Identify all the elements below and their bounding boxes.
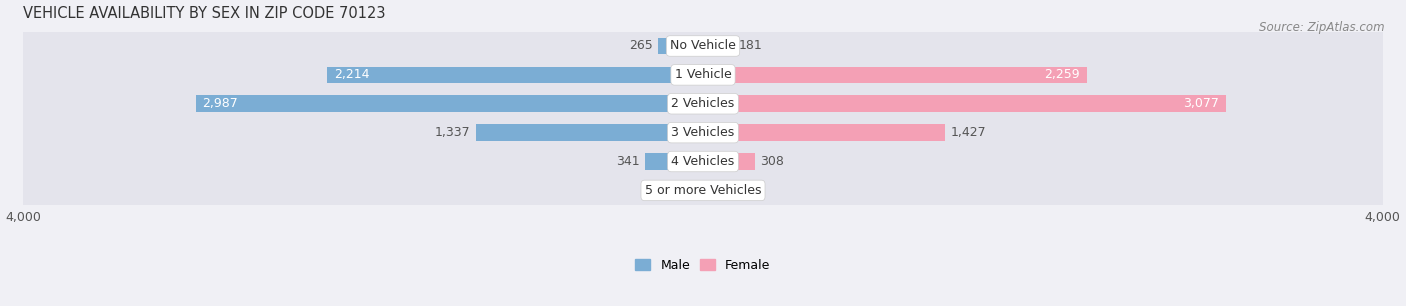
Text: 2,987: 2,987 (202, 97, 238, 110)
Bar (703, 124, 945, 141)
Text: VEHICLE AVAILABILITY BY SEX IN ZIP CODE 70123: VEHICLE AVAILABILITY BY SEX IN ZIP CODE … (24, 6, 387, 21)
Text: 308: 308 (761, 155, 785, 168)
Legend: Male, Female: Male, Female (630, 254, 776, 277)
Text: 3,077: 3,077 (1182, 97, 1219, 110)
Text: No Vehicle: No Vehicle (671, 39, 735, 53)
Bar (326, 66, 703, 83)
Text: 2,214: 2,214 (333, 68, 370, 81)
Bar (702, 182, 703, 199)
Bar (195, 95, 703, 112)
Bar (24, 176, 1382, 205)
Bar (703, 153, 755, 170)
Bar (703, 182, 704, 199)
Bar (703, 38, 734, 54)
Text: 341: 341 (616, 155, 640, 168)
Bar (24, 147, 1382, 176)
Text: 1,337: 1,337 (434, 126, 471, 139)
Bar (24, 32, 1382, 61)
Bar (24, 118, 1382, 147)
Bar (24, 61, 1382, 89)
Text: 181: 181 (738, 39, 762, 53)
Text: 10: 10 (681, 184, 696, 197)
Bar (24, 89, 1382, 118)
Text: 3 Vehicles: 3 Vehicles (672, 126, 734, 139)
Text: 5 or more Vehicles: 5 or more Vehicles (645, 184, 761, 197)
Text: 4 Vehicles: 4 Vehicles (672, 155, 734, 168)
Text: 2 Vehicles: 2 Vehicles (672, 97, 734, 110)
Text: 265: 265 (628, 39, 652, 53)
Text: 1,427: 1,427 (950, 126, 986, 139)
Bar (475, 124, 703, 141)
Bar (703, 66, 1087, 83)
Bar (645, 153, 703, 170)
Text: 1 Vehicle: 1 Vehicle (675, 68, 731, 81)
Bar (658, 38, 703, 54)
Bar (703, 95, 1226, 112)
Text: 2,259: 2,259 (1045, 68, 1080, 81)
Text: 10: 10 (710, 184, 725, 197)
Text: Source: ZipAtlas.com: Source: ZipAtlas.com (1260, 21, 1385, 34)
